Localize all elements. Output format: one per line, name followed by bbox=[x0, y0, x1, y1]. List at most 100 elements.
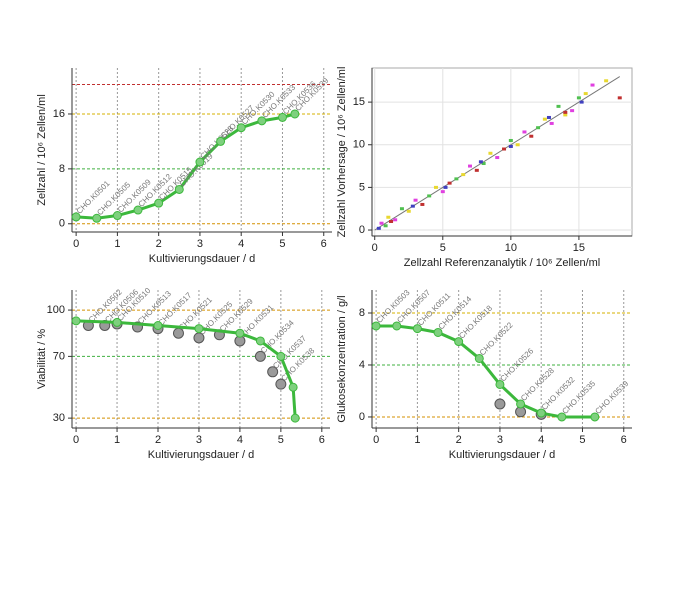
x-tick-label: 6 bbox=[621, 434, 627, 446]
point-label: CHO.K0522 bbox=[478, 320, 515, 357]
point bbox=[194, 324, 204, 334]
point bbox=[257, 116, 267, 126]
point bbox=[71, 316, 81, 326]
point bbox=[275, 378, 287, 390]
point bbox=[508, 138, 513, 142]
point bbox=[522, 130, 527, 134]
point bbox=[420, 202, 425, 206]
point bbox=[617, 96, 622, 100]
point bbox=[454, 337, 464, 347]
point bbox=[112, 211, 122, 221]
x-tick-label: 0 bbox=[373, 434, 379, 446]
y-tick-label: 8 bbox=[59, 163, 65, 175]
point bbox=[556, 104, 561, 108]
point bbox=[71, 212, 81, 222]
y-tick-label: 70 bbox=[53, 350, 65, 362]
point bbox=[376, 226, 381, 230]
y-tick-label: 4 bbox=[359, 359, 365, 371]
x-axis-title: Kultivierungsdauer / d bbox=[148, 449, 254, 461]
x-tick-label: 1 bbox=[414, 434, 420, 446]
point bbox=[590, 83, 595, 87]
point bbox=[590, 412, 600, 422]
y-tick-label: 5 bbox=[359, 181, 365, 193]
y-axis-title: Viabilität / % bbox=[36, 329, 48, 390]
y-tick-label: 15 bbox=[353, 96, 365, 108]
point bbox=[174, 184, 184, 194]
point bbox=[536, 408, 546, 418]
point bbox=[542, 117, 547, 121]
y-tick-label: 0 bbox=[359, 411, 365, 423]
point bbox=[494, 398, 506, 410]
y-axis-title: Glukosekonzentration / g/l bbox=[336, 295, 348, 422]
point bbox=[570, 109, 575, 113]
point bbox=[133, 205, 143, 215]
point bbox=[488, 151, 493, 155]
x-tick-label: 4 bbox=[238, 238, 244, 250]
x-tick-label: 2 bbox=[456, 434, 462, 446]
x-tick-label: 4 bbox=[538, 434, 544, 446]
point bbox=[443, 185, 448, 189]
point bbox=[481, 162, 486, 166]
point bbox=[508, 144, 513, 148]
x-tick-label: 6 bbox=[321, 238, 327, 250]
point bbox=[235, 328, 245, 338]
point bbox=[406, 209, 411, 213]
point bbox=[277, 112, 287, 122]
y-tick-label: 10 bbox=[353, 139, 365, 151]
point bbox=[583, 92, 588, 96]
y-tick-label: 16 bbox=[53, 108, 65, 120]
point bbox=[276, 351, 286, 361]
point bbox=[433, 327, 443, 337]
y-tick-label: 0 bbox=[59, 218, 65, 230]
point bbox=[379, 221, 384, 225]
point bbox=[236, 123, 246, 133]
x-tick-label: 5 bbox=[279, 238, 285, 250]
y-tick-label: 8 bbox=[359, 307, 365, 319]
point bbox=[433, 185, 438, 189]
x-axis-title: Kultivierungsdauer / d bbox=[149, 253, 255, 265]
x-tick-label: 3 bbox=[196, 434, 202, 446]
point bbox=[546, 115, 551, 119]
point bbox=[290, 413, 300, 423]
x-axis-title: Zellzahl Referenzanalytik / 10⁶ Zellen/m… bbox=[404, 257, 601, 269]
point bbox=[516, 399, 526, 409]
point bbox=[386, 215, 391, 219]
point-label: CHO.K0539 bbox=[593, 379, 630, 416]
point bbox=[371, 321, 381, 331]
point bbox=[255, 336, 265, 346]
point bbox=[267, 366, 279, 378]
point bbox=[195, 157, 205, 167]
point bbox=[515, 143, 520, 147]
point bbox=[392, 321, 402, 331]
point bbox=[389, 220, 394, 224]
point bbox=[216, 136, 226, 146]
x-tick-label: 15 bbox=[573, 242, 585, 254]
point bbox=[495, 379, 505, 389]
point bbox=[502, 147, 507, 151]
point bbox=[440, 190, 445, 194]
x-tick-label: 4 bbox=[237, 434, 243, 446]
x-tick-label: 5 bbox=[440, 242, 446, 254]
point bbox=[604, 79, 609, 83]
point bbox=[412, 324, 422, 334]
point bbox=[154, 198, 164, 208]
point bbox=[579, 100, 584, 104]
point bbox=[393, 218, 398, 222]
x-axis-title: Kultivierungsdauer / d bbox=[449, 449, 555, 461]
x-tick-label: 2 bbox=[156, 238, 162, 250]
point bbox=[529, 134, 534, 138]
series-line bbox=[76, 319, 297, 419]
y-axis-title: Zellzahl / 10⁶ Zellen/ml bbox=[36, 94, 48, 206]
x-tick-label: 1 bbox=[114, 434, 120, 446]
point bbox=[383, 224, 388, 228]
point bbox=[495, 156, 500, 160]
x-tick-label: 10 bbox=[505, 242, 517, 254]
point bbox=[468, 164, 473, 168]
y-tick-label: 30 bbox=[53, 412, 65, 424]
point bbox=[576, 96, 581, 100]
point bbox=[410, 204, 415, 208]
y-tick-label: 0 bbox=[359, 224, 365, 236]
point bbox=[427, 194, 432, 198]
point bbox=[254, 350, 266, 362]
point bbox=[454, 177, 459, 181]
